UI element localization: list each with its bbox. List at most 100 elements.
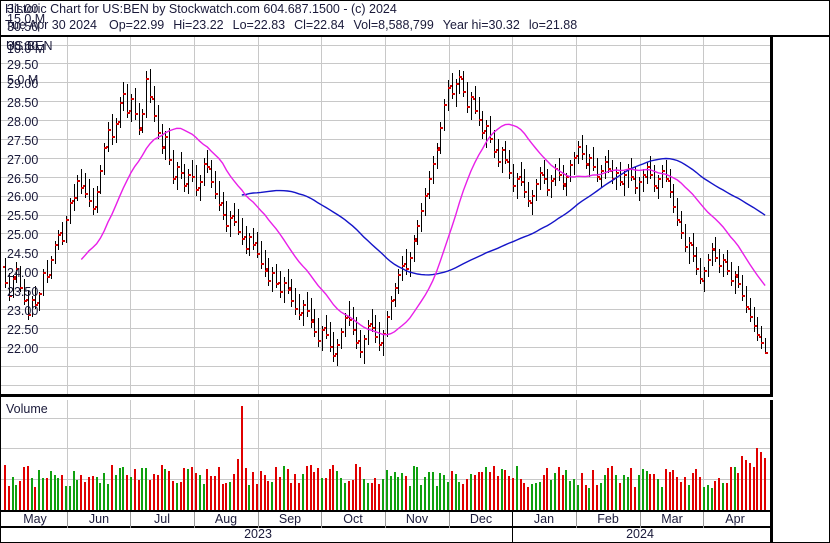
ohlc-bar — [127, 84, 128, 119]
x-axis-month-separator — [321, 512, 322, 528]
x-axis-month-label: Feb — [597, 512, 619, 526]
volume-bar — [504, 470, 506, 510]
close-tick — [738, 283, 741, 286]
quote-year-high: Year hi=30.32 — [442, 18, 520, 32]
ohlc-bar — [58, 229, 59, 251]
ohlc-bar — [81, 169, 82, 194]
close-tick — [364, 338, 367, 341]
close-tick — [452, 92, 455, 95]
volume-bar — [122, 467, 124, 510]
volume-bar — [623, 475, 625, 510]
ohlc-bar — [311, 297, 312, 328]
close-tick — [601, 170, 604, 173]
month-gridline — [258, 37, 259, 394]
volume-bar — [180, 482, 182, 510]
close-tick — [685, 245, 688, 248]
volume-bar — [321, 477, 323, 510]
ohlc-bar — [322, 326, 323, 351]
volume-bar — [588, 487, 590, 510]
close-tick — [173, 177, 176, 180]
x-axis-month-separator — [67, 512, 68, 528]
volume-bar — [753, 467, 755, 510]
price-chart-panel[interactable]: US:BEN — [1, 37, 773, 397]
chart-title: Historic Chart for US:BEN by Stockwatch.… — [5, 2, 397, 16]
volume-bar — [256, 483, 258, 510]
open-tick — [438, 147, 440, 150]
price-axis-tick-label: 29.50 — [7, 58, 39, 72]
ohlc-bar — [24, 278, 25, 306]
open-tick — [427, 192, 429, 195]
volume-bar — [4, 464, 6, 510]
quote-open: Op=22.99 — [108, 18, 165, 32]
volume-bar — [394, 472, 396, 510]
volume-chart-panel[interactable]: Volume — [1, 400, 773, 512]
open-tick — [507, 160, 509, 163]
chart-header: Historic Chart for US:BEN by Stockwatch.… — [1, 1, 829, 37]
close-tick — [20, 287, 23, 290]
close-tick — [417, 224, 420, 227]
ohlc-bar — [536, 178, 537, 202]
close-tick — [616, 172, 619, 174]
close-tick — [398, 274, 401, 276]
ohlc-bar — [643, 169, 644, 192]
volume-bar — [680, 481, 682, 510]
volume-axis-tick-label: 10.0 M — [7, 42, 46, 56]
volume-bar — [714, 480, 716, 510]
ohlc-bar — [330, 322, 331, 353]
volume-bar — [374, 478, 376, 510]
ohlc-bar — [120, 97, 121, 128]
ohlc-bar — [712, 242, 713, 266]
x-axis-year-separator — [512, 528, 513, 542]
open-tick — [633, 177, 635, 180]
ohlc-bar — [230, 210, 231, 238]
ohlc-bar — [555, 163, 556, 187]
volume-bar — [8, 485, 10, 510]
volume-bar — [711, 488, 713, 510]
open-tick — [95, 206, 97, 208]
close-tick — [383, 332, 386, 335]
ohlc-bar — [150, 69, 151, 104]
volume-bar — [428, 471, 430, 510]
close-tick — [43, 272, 46, 275]
close-tick — [238, 230, 241, 233]
x-axis-year-separator — [512, 512, 513, 528]
ohlc-bar — [337, 339, 338, 366]
close-tick — [696, 268, 699, 271]
volume-bar — [50, 470, 52, 510]
price-axis-tick-label: 22.00 — [7, 342, 39, 356]
ohlc-bar — [375, 314, 376, 343]
volume-bar — [585, 485, 587, 510]
volume-bar — [294, 473, 296, 510]
close-tick — [475, 109, 478, 112]
open-tick — [244, 236, 246, 239]
volume-bar — [501, 469, 503, 510]
ohlc-bar — [765, 338, 766, 354]
volume-bar — [54, 474, 56, 510]
close-tick — [116, 122, 119, 125]
ohlc-bar — [349, 301, 350, 326]
volume-bar — [734, 467, 736, 510]
ohlc-bar — [547, 169, 548, 196]
ohlc-bar — [123, 82, 124, 111]
close-tick — [135, 113, 138, 116]
open-tick — [691, 243, 693, 246]
open-tick — [725, 260, 727, 263]
volume-bar — [672, 470, 674, 510]
volume-bar — [138, 480, 140, 510]
close-tick — [200, 181, 203, 184]
volume-bar — [222, 483, 224, 510]
price-plot-area — [1, 37, 770, 394]
volume-bar — [565, 469, 567, 510]
x-axis-month-label: Apr — [725, 512, 745, 526]
volume-bar — [726, 482, 728, 510]
volume-bar — [676, 476, 678, 510]
ohlc-bar — [471, 91, 472, 121]
ohlc-bar — [757, 316, 758, 342]
open-tick — [404, 262, 406, 265]
close-tick — [291, 300, 294, 303]
x-axis-month-label: Aug — [214, 512, 238, 526]
close-tick — [299, 313, 302, 316]
close-tick — [32, 298, 35, 301]
ohlc-bar — [601, 165, 602, 189]
volume-bar — [233, 474, 235, 510]
